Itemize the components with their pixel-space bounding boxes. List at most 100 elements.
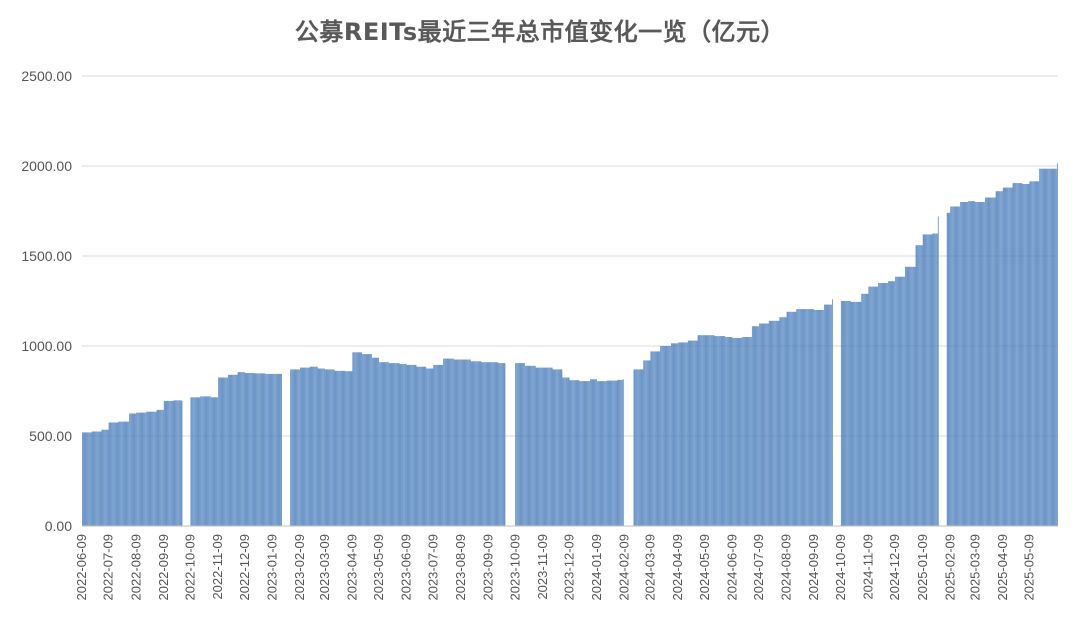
bar [116,422,118,526]
bar [199,397,201,526]
x-tick-label: 2024-04-09 [670,534,685,601]
bar [1029,181,1031,527]
bar [347,371,348,526]
bar [516,363,517,526]
bar [404,364,406,526]
bar [502,363,504,526]
bar [703,335,704,526]
bar [355,352,356,526]
bar [822,310,823,526]
bar [92,431,94,526]
bar [656,351,658,526]
bar [501,363,503,526]
bar [166,400,168,526]
bar [251,373,252,526]
bar [251,373,253,526]
bar [846,301,847,526]
bar [370,354,371,526]
bar [138,412,140,526]
bar [387,362,388,526]
bar [754,326,756,526]
bar [98,431,100,526]
bar [727,337,728,526]
bar [272,373,274,526]
bar [163,400,165,526]
bar [828,304,830,526]
bar [430,368,432,526]
bar [206,396,208,526]
bar [394,363,395,526]
bar [219,377,221,526]
bar [801,309,803,526]
bar [724,336,726,526]
bar [928,234,930,526]
bar [412,364,414,526]
bar [486,362,488,526]
bar [829,304,831,526]
bar [647,360,649,526]
bar [493,362,495,526]
bar [880,283,882,526]
bar [761,323,763,526]
bar [128,421,129,526]
bar [599,381,601,526]
bar [771,320,773,526]
bar [314,366,315,526]
bar [414,364,416,526]
bar [844,301,846,526]
bar [1018,183,1020,526]
bar [384,362,386,526]
bar [759,323,761,526]
bar [274,373,275,526]
bar [114,422,115,526]
bar [987,197,989,526]
bar [783,317,784,526]
bar [471,361,473,526]
bar [622,379,624,526]
bar [201,396,202,526]
bar [739,337,741,526]
bar [464,359,466,526]
bar [635,369,637,526]
bar [1010,187,1012,526]
bar [886,283,887,526]
bar [467,359,468,526]
bar [746,337,748,526]
bar [730,337,732,526]
bar [351,371,353,526]
bar [372,357,373,526]
bar [461,359,463,526]
bar [94,431,96,526]
bar [900,276,902,526]
bar [170,400,172,526]
bar [695,340,696,526]
bar [636,369,637,526]
bar [946,212,948,527]
bar [380,362,381,526]
x-tick-label: 2023-09-09 [481,534,496,601]
bar [810,309,812,526]
bar [683,342,685,526]
bar [930,234,932,526]
bar [847,301,848,526]
bar [701,335,702,526]
bar [913,266,915,526]
bar [1040,168,1041,526]
bar [670,346,671,526]
bar [694,340,695,526]
bar [851,301,853,526]
bar [603,381,605,526]
bar [873,286,875,526]
bar [397,363,399,526]
bar [525,365,527,526]
bar [477,361,479,526]
bar [528,365,530,526]
bar [661,346,662,526]
bar [342,370,344,526]
bar [452,358,453,526]
bar [445,358,447,526]
bar [241,372,242,526]
bar [433,364,435,526]
bar [1047,168,1049,526]
